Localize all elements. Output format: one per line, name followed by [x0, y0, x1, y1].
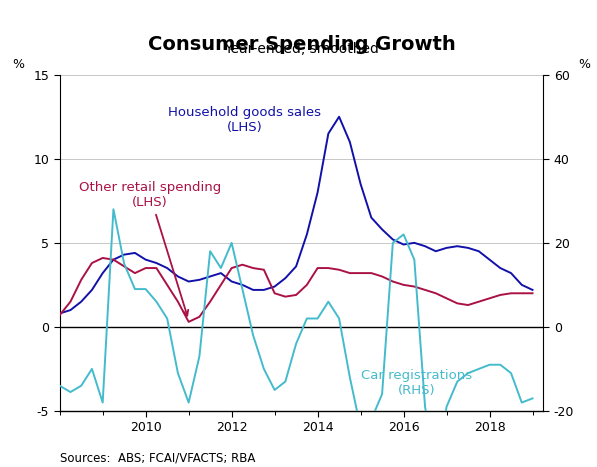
Text: %: % [13, 58, 24, 71]
Text: Year-ended, smoothed: Year-ended, smoothed [224, 42, 379, 56]
Text: %: % [578, 58, 590, 71]
Text: Other retail spending
(LHS): Other retail spending (LHS) [79, 181, 221, 316]
Text: Car registrations
(RHS): Car registrations (RHS) [361, 369, 472, 397]
Title: Consumer Spending Growth: Consumer Spending Growth [147, 35, 456, 54]
Text: Household goods sales
(LHS): Household goods sales (LHS) [168, 106, 321, 134]
Text: Sources:  ABS; FCAI/VFACTS; RBA: Sources: ABS; FCAI/VFACTS; RBA [60, 452, 255, 465]
